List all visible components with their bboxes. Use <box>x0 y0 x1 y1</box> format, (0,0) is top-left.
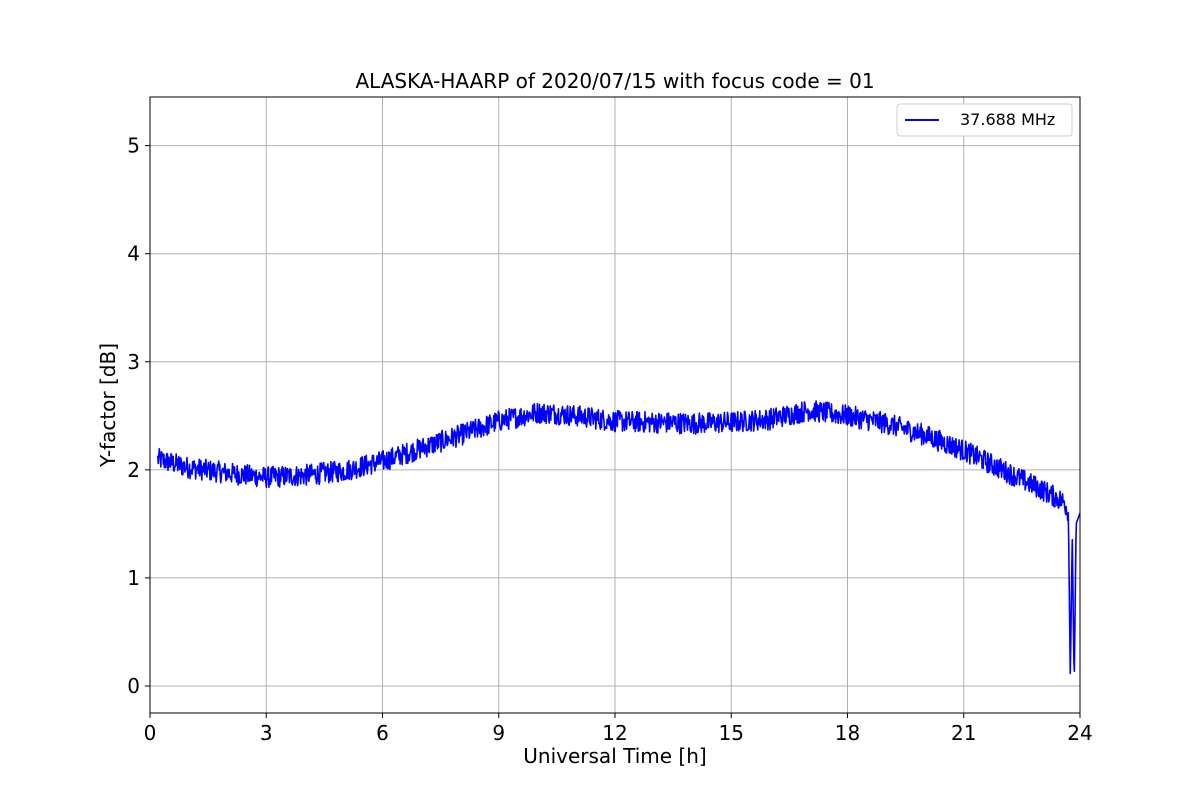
y-tick-label: 0 <box>127 674 140 698</box>
y-tick-label: 4 <box>127 242 140 266</box>
legend-box <box>896 103 1073 137</box>
x-tick-label: 21 <box>951 721 976 745</box>
y-axis-ticks: 0 1 2 3 4 5 <box>127 134 150 698</box>
grid-lines <box>149 97 1081 713</box>
y-tick-label: 3 <box>127 350 140 374</box>
x-tick-label: 15 <box>719 721 744 745</box>
y-axis-label: Y-factor [dB] <box>96 343 120 468</box>
y-tick-label: 2 <box>127 458 140 482</box>
y-tick-label: 5 <box>127 134 140 158</box>
legend-label: 37.688 MHz <box>960 110 1055 129</box>
x-tick-label: 0 <box>144 721 157 745</box>
series-line <box>156 400 1081 675</box>
x-tick-label: 18 <box>835 721 860 745</box>
legend: 37.688 MHz <box>896 103 1073 137</box>
x-axis-label: Universal Time [h] <box>523 744 706 768</box>
x-tick-label: 9 <box>492 721 505 745</box>
x-axis-ticks: 0 3 6 9 12 15 18 21 24 <box>144 713 1093 745</box>
x-tick-label: 12 <box>602 721 627 745</box>
plot-area <box>156 400 1081 675</box>
y-tick-label: 1 <box>127 566 140 590</box>
x-tick-label: 6 <box>376 721 389 745</box>
x-tick-label: 3 <box>260 721 273 745</box>
x-tick-label: 24 <box>1067 721 1092 745</box>
chart-title: ALASKA-HAARP of 2020/07/15 with focus co… <box>355 69 874 93</box>
